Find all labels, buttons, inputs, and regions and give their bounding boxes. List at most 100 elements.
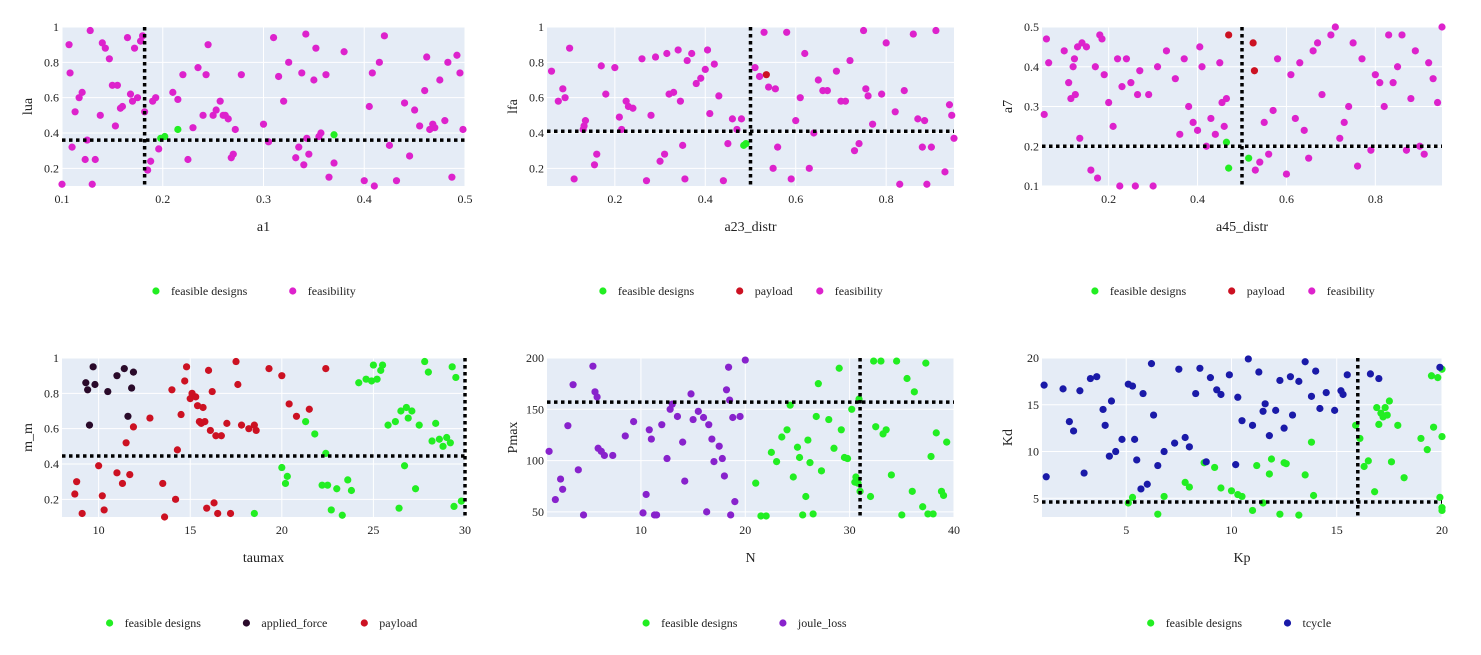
data-point xyxy=(692,79,700,88)
legend-item-feasible-designs[interactable]: feasible designs xyxy=(152,284,248,298)
data-point xyxy=(324,481,332,489)
y-tick-label: 0.4 xyxy=(44,457,59,471)
legend-label: feasible designs xyxy=(171,284,248,298)
data-point xyxy=(120,365,128,373)
legend-marker xyxy=(1283,619,1292,627)
data-point xyxy=(859,26,868,35)
data-point xyxy=(443,433,451,442)
data-point xyxy=(893,357,901,365)
legend[interactable]: feasible designs payload feasibility xyxy=(599,284,883,298)
data-point xyxy=(559,485,567,493)
data-point xyxy=(101,44,109,52)
legend-item-payload[interactable]: payload xyxy=(1228,284,1285,298)
data-point xyxy=(1433,98,1442,107)
legend-item-feasible-designs[interactable]: feasible designs xyxy=(599,284,695,298)
data-point xyxy=(651,53,660,61)
legend-item-feasible-designs[interactable]: feasible designs xyxy=(642,616,738,630)
data-point xyxy=(84,386,92,394)
subplot-4: 10 15 20 25 30 0.2 0.4 0.6 0.8 1 taumax m_m feasible… xyxy=(21,351,471,630)
legend[interactable]: feasible designs tcycle xyxy=(1147,616,1331,630)
x-tick-label: 0.4 xyxy=(698,192,713,206)
data-point xyxy=(298,69,306,77)
data-point xyxy=(1176,130,1184,138)
data-point xyxy=(1217,390,1225,399)
data-point xyxy=(1316,404,1324,413)
legend[interactable]: feasible designs joule_loss xyxy=(642,616,847,630)
data-point xyxy=(755,72,764,81)
data-point xyxy=(1349,39,1357,47)
legend-item-joule-loss[interactable]: joule_loss xyxy=(779,616,847,630)
legend-item-feasible-designs[interactable]: feasible designs xyxy=(1147,616,1242,630)
data-point xyxy=(1175,365,1183,373)
data-point xyxy=(1222,138,1231,146)
legend-label: feasible designs xyxy=(1166,616,1243,630)
data-point xyxy=(710,60,718,68)
x-tick-label: 20 xyxy=(739,523,751,537)
data-point xyxy=(611,64,619,72)
x-axis-title: Kp xyxy=(1233,551,1250,566)
legend-item-applied-force[interactable]: applied_force xyxy=(242,616,328,630)
data-point xyxy=(169,88,177,96)
data-point xyxy=(104,387,112,396)
legend-item-feasible-designs[interactable]: feasible designs xyxy=(106,616,201,630)
legend-item-payload[interactable]: payload xyxy=(736,284,793,298)
data-point xyxy=(751,64,759,72)
data-point xyxy=(210,499,218,507)
data-point xyxy=(1296,59,1304,67)
data-point xyxy=(113,372,121,380)
legend-item-feasibility[interactable]: feasibility xyxy=(289,284,356,298)
data-point xyxy=(846,56,854,65)
data-point xyxy=(835,364,843,372)
legend-item-payload[interactable]: payload xyxy=(360,616,418,630)
y-axis-title: m_m xyxy=(21,423,36,452)
x-axis-title: N xyxy=(745,551,755,566)
legend-item-feasibility[interactable]: feasibility xyxy=(816,284,883,298)
data-point xyxy=(212,432,220,440)
legend-label: applied_force xyxy=(261,616,327,630)
data-point xyxy=(1040,381,1048,389)
legend-marker xyxy=(152,287,160,295)
data-point xyxy=(1309,491,1318,500)
data-point xyxy=(705,421,713,429)
legend-item-tcycle[interactable]: tcycle xyxy=(1283,616,1331,630)
data-point xyxy=(638,55,646,63)
y-axis-title: Kd xyxy=(1001,429,1016,446)
legend[interactable]: feasible designs payload feasibility xyxy=(1091,284,1375,298)
data-point xyxy=(126,471,134,479)
x-tick-label: 0.8 xyxy=(1368,192,1383,206)
data-point xyxy=(395,504,403,512)
legend-item-feasible-designs[interactable]: feasible designs xyxy=(1091,284,1187,298)
data-point xyxy=(639,509,647,517)
points-layer xyxy=(1040,355,1446,519)
legend[interactable]: feasible designs applied_force payload xyxy=(106,616,417,630)
series-feasible-designs xyxy=(1124,365,1446,519)
data-point xyxy=(645,426,653,434)
data-point xyxy=(1402,146,1411,154)
data-point xyxy=(269,34,278,42)
data-point xyxy=(1076,134,1084,142)
data-point xyxy=(369,361,378,369)
data-point xyxy=(1427,372,1436,380)
data-point xyxy=(325,173,333,181)
data-point xyxy=(900,87,908,95)
data-point xyxy=(355,379,363,387)
data-point xyxy=(699,413,708,422)
data-point xyxy=(742,140,750,148)
data-point xyxy=(1234,393,1242,401)
data-point xyxy=(929,510,937,518)
data-point xyxy=(1181,433,1189,442)
data-point xyxy=(435,435,443,443)
data-point xyxy=(1101,421,1109,429)
legend-item-feasibility[interactable]: feasibility xyxy=(1308,284,1375,298)
data-point xyxy=(676,97,685,105)
data-point xyxy=(663,49,671,58)
data-point xyxy=(1040,110,1048,119)
series-payload xyxy=(1225,31,1259,75)
series-tcycle xyxy=(1040,355,1444,493)
data-point xyxy=(91,155,99,164)
data-point xyxy=(189,124,197,132)
legend[interactable]: feasible designs feasibility xyxy=(152,284,356,298)
data-point xyxy=(1225,31,1233,39)
data-point xyxy=(1220,122,1228,130)
data-point xyxy=(208,387,216,396)
